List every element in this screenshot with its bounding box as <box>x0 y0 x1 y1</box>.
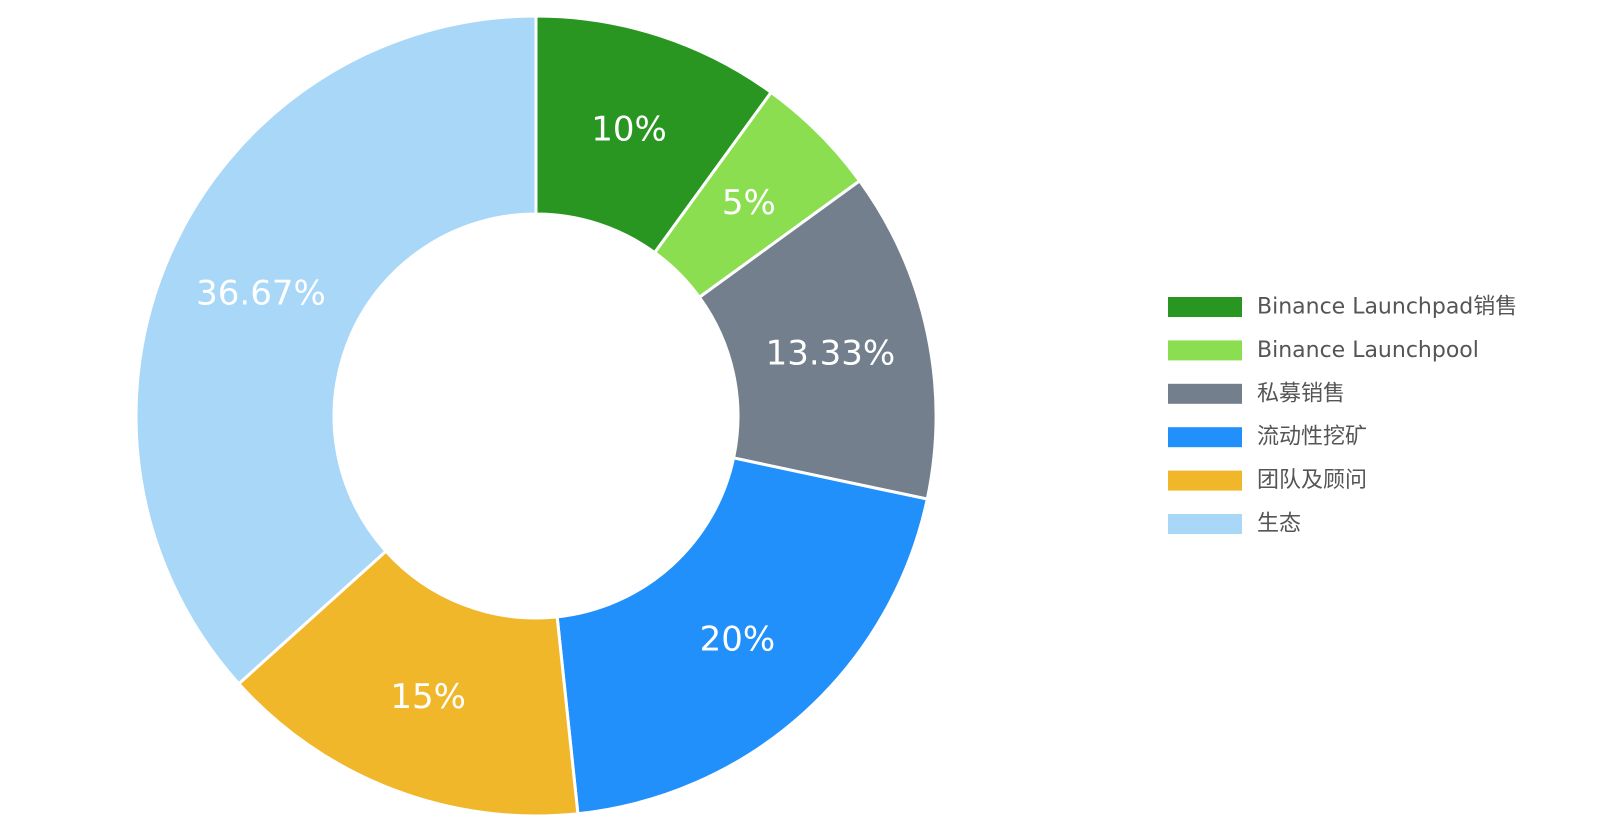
donut-slice <box>236 549 580 818</box>
slice-labels: 10% 5% 13.33% 20% 15% 36.67% <box>196 110 895 717</box>
legend-label: Binance Launchpool <box>1257 338 1479 363</box>
legend-swatch <box>1168 340 1242 361</box>
donut-slice <box>134 14 538 686</box>
legend: Binance Launchpad销售 Binance Launchpool 私募销… <box>1168 295 1517 537</box>
donut-slice <box>555 456 930 816</box>
legend-label: 团队及顾问 <box>1257 468 1367 493</box>
legend-label: 私募销售 <box>1257 381 1345 406</box>
slice-value-label: 36.67% <box>196 274 326 314</box>
slice-value-label: 13.33% <box>766 333 896 373</box>
slice-value-label: 20% <box>700 620 776 660</box>
slice-value-label: 10% <box>591 110 667 150</box>
legend-swatch <box>1168 383 1242 404</box>
legend-label: 生态 <box>1257 512 1301 537</box>
legend-swatch <box>1168 297 1242 317</box>
slice-value-label: 15% <box>390 677 466 717</box>
legend-swatch <box>1168 514 1242 534</box>
legend-swatch <box>1168 470 1242 491</box>
donut-slice <box>697 178 938 501</box>
legend-swatch <box>1168 427 1242 448</box>
legend-label: Binance Launchpad销售 <box>1257 295 1517 320</box>
legend-label: 流动性挖矿 <box>1257 425 1367 450</box>
donut-slices <box>134 14 938 818</box>
donut-slice <box>534 14 774 255</box>
slice-value-label: 5% <box>722 183 776 223</box>
